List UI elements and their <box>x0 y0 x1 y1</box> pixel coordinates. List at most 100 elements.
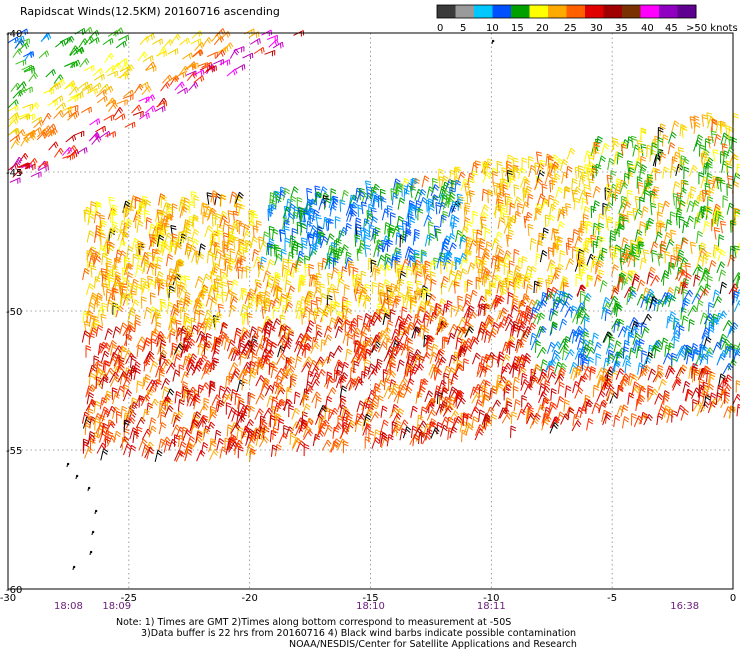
wind-barb <box>727 325 736 338</box>
wind-barb <box>621 416 630 429</box>
wind-barb <box>339 199 346 212</box>
wind-barb <box>215 28 226 37</box>
wind-barb <box>117 73 129 80</box>
wind-barb <box>28 72 39 82</box>
wind-barb <box>202 428 210 441</box>
wind-barb <box>549 422 559 434</box>
wind-barb <box>10 138 21 149</box>
wind-barb <box>122 94 134 101</box>
wind-barb <box>23 131 34 140</box>
wind-barb <box>137 51 148 62</box>
wind-barb <box>188 81 199 91</box>
wind-barb <box>9 177 21 184</box>
wind-barb <box>142 55 154 63</box>
wind-barb <box>691 293 702 305</box>
wind-barb <box>194 41 205 52</box>
wind-barb <box>391 192 399 206</box>
wind-barb <box>535 151 543 164</box>
wind-barb <box>602 296 611 310</box>
wind-barb <box>699 353 709 366</box>
wind-barb <box>534 340 542 353</box>
wind-barb <box>547 275 554 288</box>
wind-barb <box>672 181 681 194</box>
wind-barb <box>264 384 275 397</box>
wind-barb <box>89 131 100 141</box>
wind-barb <box>191 30 203 39</box>
wind-barb <box>565 258 575 270</box>
wind-barb <box>423 288 432 301</box>
wind-barb <box>61 109 73 118</box>
wind-barb <box>418 197 428 209</box>
wind-barb <box>272 41 284 49</box>
wind-barb <box>96 95 108 104</box>
wind-barb <box>30 102 40 113</box>
wind-barb <box>193 69 205 76</box>
wind-barb <box>733 300 740 312</box>
wind-barb <box>667 131 677 144</box>
wind-barb <box>84 446 94 459</box>
wind-barb <box>561 171 569 184</box>
wind-barb <box>537 277 544 290</box>
wind-barb <box>592 200 600 213</box>
wind-barb <box>529 237 537 251</box>
wind-barb <box>501 412 512 424</box>
wind-barb <box>23 51 34 58</box>
wind-barb <box>162 74 173 84</box>
note-line-3: NOAA/NESDIS/Center for Satellite Applica… <box>289 639 577 650</box>
wind-barb <box>440 261 446 274</box>
wind-barb <box>661 200 670 213</box>
wind-barb <box>253 46 265 55</box>
wind-barb <box>242 52 254 60</box>
wind-barb <box>83 64 95 72</box>
wind-barb <box>67 95 79 103</box>
wind-barb <box>357 314 363 328</box>
wind-barb <box>21 64 33 72</box>
wind-barb <box>108 196 115 210</box>
wind-barb <box>179 37 191 46</box>
wind-barb <box>88 431 96 444</box>
wind-barb <box>665 238 675 251</box>
wind-barb <box>693 216 701 230</box>
wind-barb <box>683 166 690 180</box>
wind-barb <box>360 270 367 284</box>
wind-barb <box>550 388 557 401</box>
wind-barb <box>567 407 575 421</box>
wind-barb <box>89 118 101 126</box>
wind-barb <box>536 239 544 253</box>
legend-label: 45 <box>665 23 678 34</box>
wind-barb <box>99 83 110 93</box>
wind-barb <box>109 375 120 387</box>
wind-barb <box>364 244 371 257</box>
wind-barb <box>696 230 704 244</box>
wind-barb <box>157 283 165 296</box>
lon-tick-label: 0 <box>730 593 736 604</box>
legend-swatch <box>548 5 567 18</box>
wind-barb <box>349 367 357 380</box>
wind-barb <box>72 565 76 571</box>
wind-barb <box>192 436 203 448</box>
wind-barb <box>223 42 234 52</box>
wind-barb <box>68 86 79 96</box>
wind-barb <box>574 387 584 399</box>
wind-barb <box>115 40 127 49</box>
wind-barb <box>707 373 715 386</box>
wind-barb <box>557 381 565 395</box>
wind-barb <box>536 346 547 359</box>
wind-barb <box>652 193 659 206</box>
wind-barb <box>215 49 226 59</box>
wind-barb <box>163 440 172 453</box>
wind-barb <box>634 208 643 221</box>
wind-barb <box>271 228 279 241</box>
wind-barb <box>343 284 350 297</box>
wind-barb <box>383 385 394 398</box>
wind-barb <box>267 34 278 42</box>
wind-barb <box>95 324 104 337</box>
wind-barb <box>670 229 677 243</box>
wind-barb <box>599 280 608 293</box>
wind-barb <box>527 223 534 237</box>
wind-barb <box>175 450 186 462</box>
wind-barb <box>639 257 648 270</box>
wind-barb <box>727 175 734 188</box>
wind-barb <box>272 306 279 319</box>
wind-barb <box>84 36 95 46</box>
